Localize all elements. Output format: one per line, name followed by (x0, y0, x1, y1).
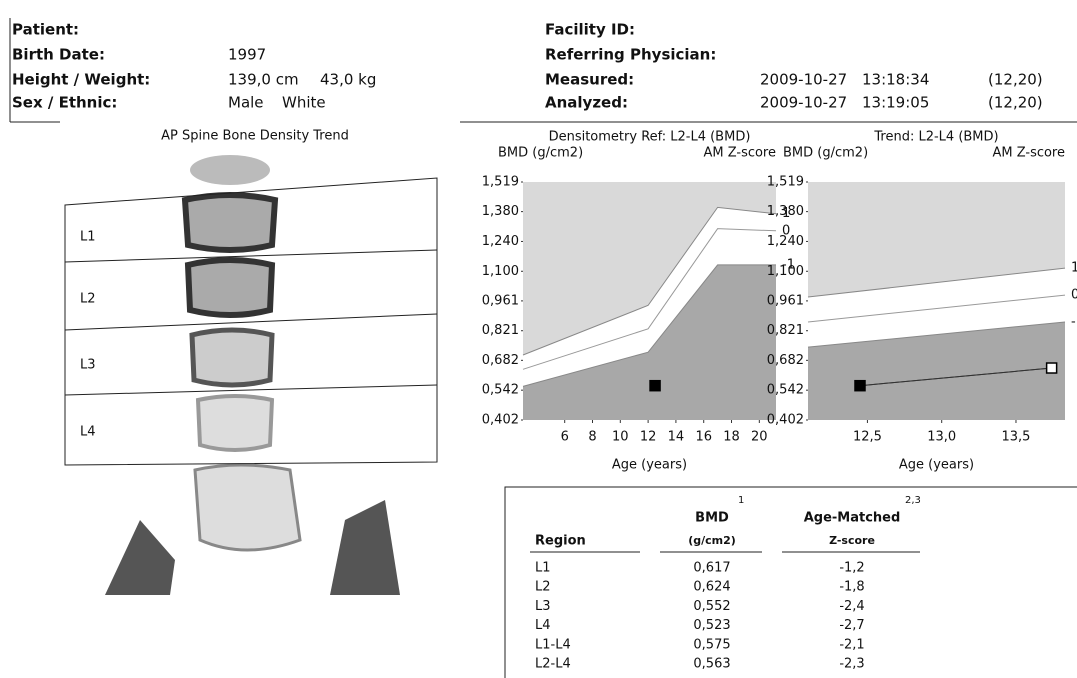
y-tick-label: 1,100 (767, 264, 804, 279)
image-title: AP Spine Bone Density Trend (161, 129, 349, 144)
vertebra-label: L1 (80, 230, 96, 245)
field-label: Birth Date: (12, 46, 105, 64)
table-cell: -2,4 (839, 599, 864, 614)
field-label: Analyzed: (545, 94, 628, 112)
field-value: Male (228, 94, 264, 112)
x-tick-label: 12,5 (853, 430, 882, 445)
table-cell: L1 (535, 561, 551, 576)
x-tick-label: 20 (751, 430, 768, 445)
vertebra-label: L3 (80, 358, 96, 373)
z-score-label: -1 (1071, 314, 1077, 329)
x-tick-label: 6 (561, 430, 569, 445)
y-tick-label: 0,542 (482, 383, 519, 398)
field-value: 43,0 kg (320, 71, 376, 89)
field-label: Height / Weight: (12, 71, 150, 89)
footnote-mark: 1 (738, 495, 744, 506)
y-tick-label: 0,682 (767, 353, 804, 368)
field-value: (12,20) (988, 71, 1043, 89)
footnote-mark: 2,3 (905, 495, 921, 506)
x-tick-label: 14 (668, 430, 685, 445)
table-cell: L4 (535, 618, 551, 633)
y-tick-label: 1,519 (767, 175, 804, 190)
y-tick-label: 1,380 (482, 204, 519, 219)
y-tick-label: 1,380 (767, 204, 804, 219)
table-cell: L1-L4 (535, 637, 571, 652)
report: AP Spine Bone Density Trend L1 L2 L3 L4 … (0, 0, 1077, 678)
field-label: Measured: (545, 71, 634, 89)
chart-title: Trend: L2-L4 (BMD) (873, 130, 998, 145)
field-value: 2009-10-27 (760, 94, 847, 112)
y-tick-label: 0,402 (482, 413, 519, 428)
field-value: 139,0 cm (228, 71, 299, 89)
y-tick-label: 1,519 (482, 175, 519, 190)
field-label: Referring Physician: (545, 46, 716, 64)
measurement-point (1047, 363, 1057, 373)
table-cell: -1,2 (839, 561, 864, 576)
y-tick-label: 0,961 (482, 293, 519, 308)
x-axis-label: Age (years) (899, 458, 974, 473)
field-label: Sex / Ethnic: (12, 94, 117, 112)
y-axis-label: BMD (g/cm2) (498, 146, 583, 161)
x-tick-label: 12 (640, 430, 657, 445)
y-tick-label: 1,240 (767, 234, 804, 249)
table-cell: -2,7 (839, 618, 864, 633)
table-cell: 0,575 (693, 637, 730, 652)
vertebra-label: L2 (80, 292, 96, 307)
x-axis-label: Age (years) (612, 458, 687, 473)
chart-title: Densitometry Ref: L2-L4 (BMD) (549, 130, 751, 145)
y2-axis-label: AM Z-score (992, 146, 1065, 161)
col-unit: Z-score (829, 534, 875, 547)
field-value: 2009-10-27 (760, 71, 847, 89)
measurement-point (855, 381, 865, 391)
vertebra-label: L4 (80, 425, 96, 440)
y-tick-label: 0,402 (767, 413, 804, 428)
col-header: Age-Matched (804, 511, 901, 526)
spine-image (60, 120, 460, 600)
x-tick-label: 16 (695, 430, 712, 445)
field-value: (12,20) (988, 94, 1043, 112)
y-tick-label: 0,961 (767, 293, 804, 308)
y2-axis-label: AM Z-score (703, 146, 776, 161)
y-tick-label: 0,821 (482, 323, 519, 338)
col-header: BMD (695, 511, 729, 526)
table-cell: 0,523 (693, 618, 730, 633)
y-tick-label: 0,821 (767, 323, 804, 338)
x-tick-label: 13,0 (927, 430, 956, 445)
table-cell: -2,1 (839, 637, 864, 652)
field-value: 13:19:05 (862, 94, 929, 112)
table-cell: 0,624 (693, 580, 730, 595)
z-score-label: 1 (1071, 261, 1077, 276)
x-tick-label: 18 (723, 430, 740, 445)
measurement-point (650, 381, 660, 391)
x-tick-label: 10 (612, 430, 629, 445)
table-border (505, 487, 1077, 678)
x-tick-label: 13,5 (1002, 430, 1031, 445)
col-unit: (g/cm2) (688, 534, 736, 547)
table-cell: 0,563 (693, 657, 730, 672)
table-cell: 0,552 (693, 599, 730, 614)
table-cell: L2 (535, 580, 551, 595)
table-cell: -1,8 (839, 580, 864, 595)
table-cell: -2,3 (839, 657, 864, 672)
y-tick-label: 0,682 (482, 353, 519, 368)
field-value: 13:18:34 (862, 71, 929, 89)
field-label: Facility ID: (545, 21, 635, 39)
field-label: Patient: (12, 21, 79, 39)
y-tick-label: 1,100 (482, 264, 519, 279)
col-header: Region (535, 534, 586, 549)
field-value: White (282, 94, 326, 112)
y-tick-label: 1,240 (482, 234, 519, 249)
y-axis-label: BMD (g/cm2) (783, 146, 868, 161)
table-cell: L2-L4 (535, 657, 571, 672)
z-score-label: 0 (1071, 288, 1077, 303)
x-tick-label: 8 (588, 430, 596, 445)
table-cell: L3 (535, 599, 551, 614)
y-tick-label: 0,542 (767, 383, 804, 398)
field-value: 1997 (228, 46, 266, 64)
table-cell: 0,617 (693, 561, 730, 576)
